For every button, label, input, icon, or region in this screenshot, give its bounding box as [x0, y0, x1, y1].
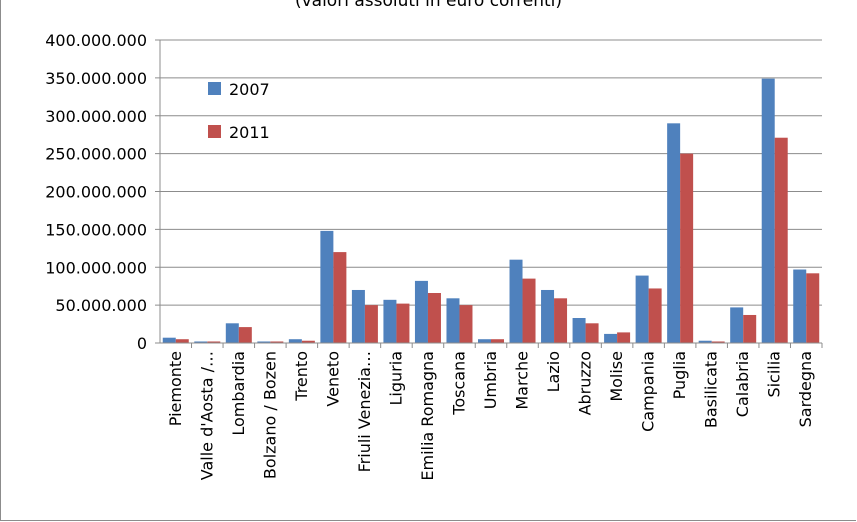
y-tick-label: 250.000.000 [45, 145, 147, 164]
bar-2011 [239, 327, 252, 343]
bar-2007 [226, 323, 239, 343]
x-tick-label: Puglia [670, 351, 689, 399]
legend-swatch-2011 [208, 125, 221, 138]
y-tick-label: 100.000.000 [45, 258, 147, 277]
y-tick-label: 0 [137, 334, 147, 353]
bar-2007 [573, 318, 586, 343]
x-tick-label: Veneto [323, 351, 342, 407]
bar-2011 [806, 273, 819, 343]
bar-2007 [730, 307, 743, 343]
x-tick-labels: Piemonte Valle d'Aosta /… Lombardia Bolzano… [166, 343, 822, 481]
bar-2011 [649, 288, 662, 343]
x-tick-label: Sardegna [796, 351, 815, 427]
bar-2007 [446, 298, 459, 343]
bar-2011 [617, 332, 630, 343]
y-tick-label: 150.000.000 [45, 220, 147, 239]
y-tick-label: 300.000.000 [45, 107, 147, 126]
legend-label-2007: 2007 [229, 80, 270, 99]
bar-2007 [604, 334, 617, 343]
bar-2011 [586, 323, 599, 343]
legend-swatch-2007 [208, 82, 221, 95]
y-tick-labels: 0 50.000.000 100.000.000 150.000.000 200.000… [45, 31, 147, 353]
x-tick-label: Trento [292, 351, 311, 402]
bar-2011 [396, 304, 409, 343]
x-tick-label: Basilicata [702, 351, 721, 428]
x-tick-label: Campania [639, 351, 658, 432]
legend: 2007 2011 [208, 80, 270, 142]
bar-2007 [415, 281, 428, 343]
x-tick-label: Valle d'Aosta /… [197, 351, 216, 480]
bar-2011 [491, 339, 504, 343]
x-tick-label: Friuli Venezia… [355, 351, 374, 472]
x-tick-label: Lombardia [229, 351, 248, 436]
x-tick-label: Toscana [449, 351, 468, 416]
bar-2007 [541, 290, 554, 343]
bar-2011 [365, 305, 378, 343]
bar-2011 [743, 315, 756, 343]
bar-2007 [762, 79, 775, 343]
bar-2007 [383, 300, 396, 343]
bar-2007 [793, 270, 806, 343]
x-tick-label: Liguria [386, 351, 405, 405]
x-tick-label: Calabria [733, 351, 752, 417]
bars [163, 79, 819, 343]
x-tick-label: Umbria [481, 351, 500, 409]
bar-2007 [636, 276, 649, 343]
x-tick-label: Sicilia [765, 351, 784, 398]
bar-2011 [775, 138, 788, 343]
bar-2007 [352, 290, 365, 343]
x-tick-label: Bolzano / Bozen [260, 351, 279, 479]
bar-2011 [680, 154, 693, 343]
y-tick-label: 400.000.000 [45, 31, 147, 50]
x-tick-label: Molise [607, 351, 626, 402]
x-tick-label: Abruzzo [576, 351, 595, 415]
x-tick-label: Emilia Romagna [418, 351, 437, 481]
bar-2007 [510, 260, 523, 343]
bar-2011 [428, 293, 441, 343]
y-tick-label: 50.000.000 [55, 296, 147, 315]
bar-2011 [176, 339, 189, 343]
bar-2007 [163, 338, 176, 343]
y-tick-label: 200.000.000 [45, 183, 147, 202]
bar-2011 [554, 298, 567, 343]
y-tick-label: 350.000.000 [45, 69, 147, 88]
bar-2011 [333, 252, 346, 343]
x-tick-label: Piemonte [166, 351, 185, 426]
x-tick-label: Marche [513, 351, 532, 410]
bar-2011 [459, 305, 472, 343]
bar-2011 [523, 279, 536, 343]
bar-2007 [667, 123, 680, 343]
bar-2007 [320, 231, 333, 343]
bar-2007 [289, 339, 302, 343]
x-tick-label: Lazio [544, 351, 563, 392]
legend-label-2011: 2011 [229, 123, 270, 142]
bar-2007 [478, 339, 491, 343]
